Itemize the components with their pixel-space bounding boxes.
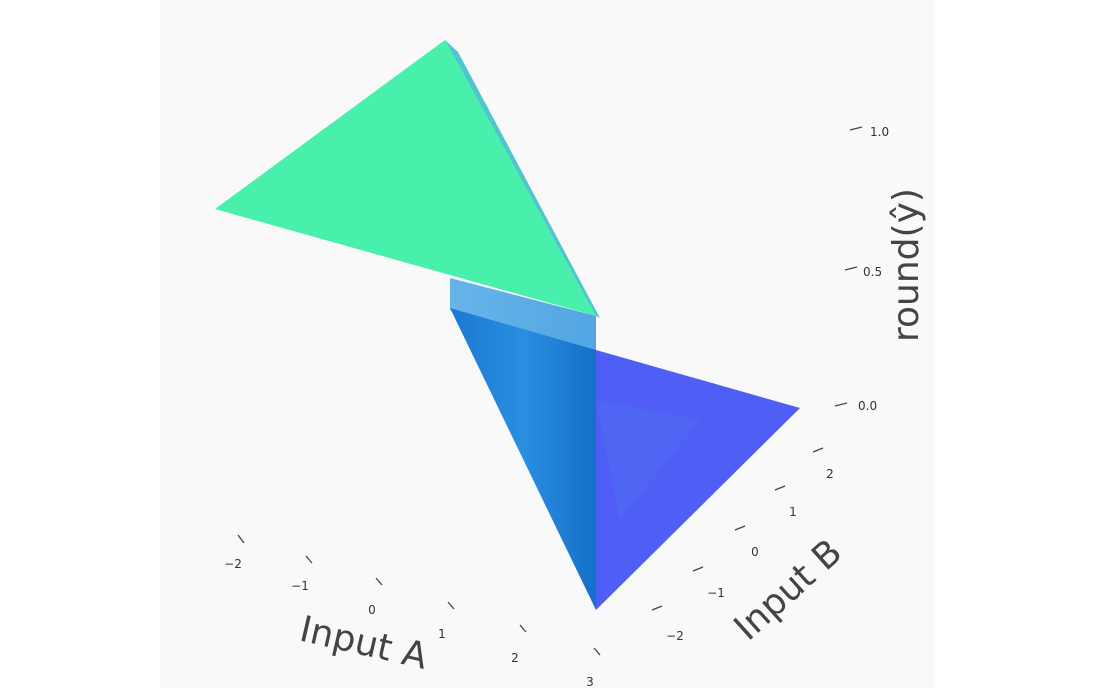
z-axis-ticks: 0.0 0.5 1.0: [834, 125, 889, 413]
x-tick-mark: [593, 647, 601, 656]
x-tick-label: 3: [586, 675, 594, 688]
z-tick-label: 1.0: [870, 125, 889, 139]
y-tick-mark: [774, 485, 786, 491]
y-tick-label: −1: [707, 586, 725, 600]
z-tick-mark: [834, 402, 848, 407]
x-tick-label: −2: [224, 557, 242, 571]
y-tick-mark: [692, 566, 704, 572]
z-tick-label: 0.0: [858, 399, 877, 413]
surface-edge-fringe: [445, 40, 600, 318]
x-tick-label: −1: [291, 579, 309, 593]
surface-class-0-highlight: [596, 400, 700, 520]
z-tick-label: 0.5: [863, 265, 882, 279]
z-tick-mark: [849, 126, 863, 131]
surface-class-1: [215, 40, 596, 316]
y-tick-mark: [812, 447, 824, 453]
y-tick-label: 0: [751, 545, 759, 559]
y-axis-ticks: −2 −1 0 1 2: [651, 447, 834, 643]
y-tick-mark: [651, 605, 663, 611]
x-tick-mark: [375, 577, 383, 586]
transition-strip: [450, 278, 596, 352]
transition-wall: [450, 308, 596, 610]
y-tick-label: −2: [666, 629, 684, 643]
z-axis-title: round(ŷ): [886, 188, 927, 342]
y-tick-label: 1: [789, 505, 797, 519]
x-axis-title: Input A: [296, 609, 432, 678]
y-axis-title: Input B: [727, 532, 851, 649]
x-tick-label: 2: [511, 651, 519, 665]
y-tick-mark: [734, 525, 746, 531]
x-axis-ticks: −2 −1 0 1 2 3: [224, 534, 601, 688]
x-tick-label: 0: [368, 603, 376, 617]
x-tick-mark: [519, 624, 527, 633]
y-tick-label: 2: [826, 467, 834, 481]
x-tick-label: 1: [438, 627, 446, 641]
x-tick-mark: [305, 555, 313, 564]
x-tick-mark: [447, 601, 455, 610]
x-tick-mark: [237, 534, 245, 544]
z-tick-mark: [844, 266, 858, 271]
